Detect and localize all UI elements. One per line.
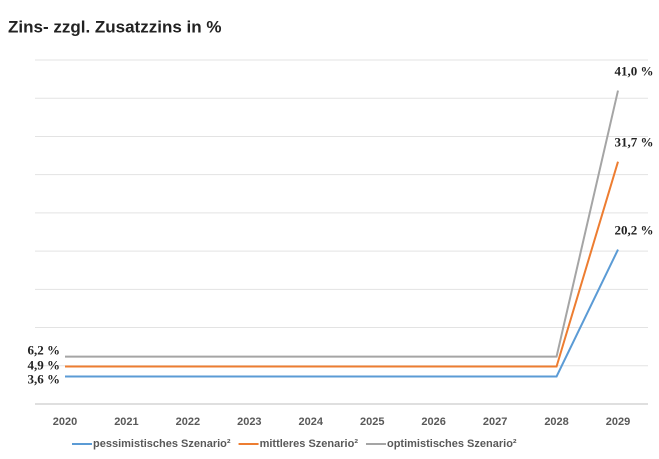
series-line: [65, 90, 619, 358]
x-tick-label: 2024: [299, 416, 324, 428]
legend-label: mittleres Szenario²: [260, 438, 359, 450]
x-tick-label: 2023: [237, 416, 261, 428]
data-label: 4,9 %: [28, 358, 61, 373]
legend-label: optimistisches Szenario²: [387, 438, 517, 450]
series-line: [65, 161, 619, 368]
x-tick-label: 2027: [483, 416, 507, 428]
x-tick-label: 2025: [360, 416, 384, 428]
x-tick-label: 2028: [544, 416, 568, 428]
x-tick-label: 2029: [606, 416, 630, 428]
data-label: 31,7 %: [615, 135, 654, 150]
x-tick-label: 2022: [176, 416, 200, 428]
legend-label: pessimistisches Szenario²: [93, 438, 231, 450]
x-tick-label: 2020: [53, 416, 77, 428]
data-label: 6,2 %: [28, 343, 61, 358]
data-label: 3,6 %: [28, 371, 61, 386]
data-label: 20,2 %: [615, 223, 654, 238]
chart-title: Zins- zzgl. Zusatzzins in %: [8, 17, 221, 36]
series-line: [65, 249, 619, 378]
x-tick-label: 2021: [114, 416, 138, 428]
x-tick-label: 2026: [421, 416, 445, 428]
data-label: 41,0 %: [615, 64, 654, 79]
